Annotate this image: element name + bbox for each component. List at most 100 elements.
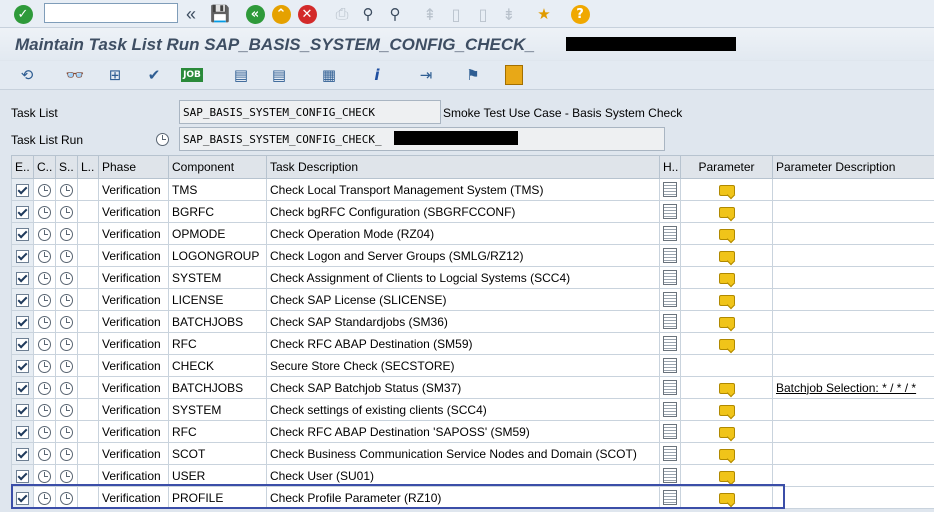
log-cell[interactable] — [77, 310, 99, 333]
documentation-icon[interactable] — [663, 424, 677, 440]
parameter-cell[interactable] — [680, 442, 773, 465]
help-cell[interactable] — [659, 332, 681, 355]
column-header[interactable]: E.. — [11, 155, 34, 179]
documentation-icon[interactable] — [663, 336, 677, 352]
table-row[interactable]: Verification USER Check User (SU01) — [11, 464, 934, 487]
parameter-icon[interactable] — [718, 228, 735, 240]
column-header[interactable]: C.. — [33, 155, 56, 179]
log-cell[interactable] — [77, 464, 99, 487]
status-cell[interactable] — [33, 288, 56, 311]
information-icon[interactable]: i — [374, 66, 380, 84]
status-cell[interactable] — [33, 244, 56, 267]
status-cell[interactable] — [33, 398, 56, 421]
skip-icon[interactable]: ⇥ — [419, 66, 433, 84]
checkbox-icon[interactable] — [16, 403, 29, 417]
help-cell[interactable] — [659, 178, 681, 201]
start-cell[interactable] — [55, 420, 78, 443]
display-icon[interactable]: 👓 — [65, 66, 85, 84]
execute-checkbox[interactable] — [11, 464, 34, 487]
help-cell[interactable] — [659, 266, 681, 289]
execute-checkbox[interactable] — [11, 398, 34, 421]
column-header[interactable]: Phase — [98, 155, 169, 179]
status-cell[interactable] — [33, 486, 56, 509]
help-cell[interactable] — [659, 288, 681, 311]
start-cell[interactable] — [55, 486, 78, 509]
table-row[interactable]: Verification SYSTEM Check Assignment of Cl… — [11, 266, 934, 289]
documentation-icon[interactable] — [663, 292, 677, 308]
refresh-icon[interactable]: ⟲ — [20, 66, 34, 84]
table-row[interactable]: Verification BATCHJOBS Check SAP Batchjob … — [11, 376, 934, 399]
log-cell[interactable] — [77, 486, 99, 509]
parameter-cell[interactable] — [680, 178, 773, 201]
collapse-command-icon[interactable]: « — [185, 3, 196, 24]
back-icon[interactable]: « — [244, 3, 266, 25]
exit-icon[interactable]: ⌃ — [270, 3, 292, 25]
log-cell[interactable] — [77, 332, 99, 355]
parameter-cell[interactable] — [680, 464, 773, 487]
help-cell[interactable] — [659, 376, 681, 399]
documentation-icon[interactable] — [663, 490, 677, 506]
task-list-field[interactable]: SAP_BASIS_SYSTEM_CONFIG_CHECK — [179, 100, 441, 124]
help-cell[interactable] — [659, 244, 681, 267]
status-cell[interactable] — [33, 420, 56, 443]
start-cell[interactable] — [55, 310, 78, 333]
table-row[interactable]: Verification SCOT Check Business Communica… — [11, 442, 934, 465]
parameter-cell[interactable] — [680, 288, 773, 311]
documentation-icon[interactable] — [663, 468, 677, 484]
checkbox-icon[interactable] — [16, 381, 29, 395]
find-next-icon[interactable]: ⚲ — [389, 6, 401, 23]
status-cell[interactable] — [33, 442, 56, 465]
parameter-icon[interactable] — [718, 250, 735, 262]
help-cell[interactable] — [659, 200, 681, 223]
table-row[interactable]: Verification LICENSE Check SAP License (SL… — [11, 288, 934, 311]
execute-checkbox[interactable] — [11, 310, 34, 333]
help-icon[interactable]: ? — [569, 3, 591, 25]
execute-checkbox[interactable] — [11, 486, 34, 509]
enter-icon[interactable]: ✓ — [12, 3, 34, 25]
execute-checkbox[interactable] — [11, 222, 34, 245]
parameter-cell[interactable] — [680, 420, 773, 443]
execute-checkbox[interactable] — [11, 244, 34, 267]
start-cell[interactable] — [55, 178, 78, 201]
checkbox-icon[interactable] — [16, 315, 29, 329]
start-cell[interactable] — [55, 354, 78, 377]
parameter-icon[interactable] — [718, 448, 735, 460]
status-cell[interactable] — [33, 310, 56, 333]
checkbox-icon[interactable] — [16, 469, 29, 483]
parameter-cell[interactable] — [680, 354, 773, 377]
parameter-icon[interactable] — [718, 470, 735, 482]
checkbox-icon[interactable] — [16, 271, 29, 285]
column-header[interactable]: H.. — [659, 155, 681, 179]
execute-checkbox[interactable] — [11, 332, 34, 355]
help-cell[interactable] — [659, 420, 681, 443]
column-header[interactable]: L.. — [77, 155, 99, 179]
log-cell[interactable] — [77, 178, 99, 201]
parameter-icon[interactable] — [718, 184, 735, 196]
table-row[interactable]: Verification RFC Check RFC ABAP Destinatio… — [11, 420, 934, 443]
execute-checkbox[interactable] — [11, 376, 34, 399]
status-cell[interactable] — [33, 200, 56, 223]
start-cell[interactable] — [55, 376, 78, 399]
start-cell[interactable] — [55, 266, 78, 289]
status-cell[interactable] — [33, 332, 56, 355]
parameter-cell[interactable] — [680, 266, 773, 289]
parameter-icon[interactable] — [718, 272, 735, 284]
save-icon[interactable]: 💾 — [210, 6, 230, 23]
checkbox-icon[interactable] — [16, 183, 29, 197]
start-cell[interactable] — [55, 288, 78, 311]
finish-icon[interactable]: ⚑ — [466, 66, 480, 84]
parameter-cell[interactable] — [680, 398, 773, 421]
run-check-icon[interactable]: ✔ — [147, 66, 161, 84]
status-cell[interactable] — [33, 178, 56, 201]
checkbox-icon[interactable] — [16, 205, 29, 219]
parameter-icon[interactable] — [718, 382, 735, 394]
log-cell[interactable] — [77, 200, 99, 223]
parameter-icon[interactable] — [718, 492, 735, 504]
execute-checkbox[interactable] — [11, 200, 34, 223]
parameter-icon[interactable] — [718, 294, 735, 306]
execute-checkbox[interactable] — [11, 266, 34, 289]
documentation-icon[interactable] — [663, 314, 677, 330]
table-row[interactable]: Verification BATCHJOBS Check SAP Standardj… — [11, 310, 934, 333]
table-row[interactable]: Verification SYSTEM Check settings of exis… — [11, 398, 934, 421]
parameter-icon[interactable] — [718, 206, 735, 218]
